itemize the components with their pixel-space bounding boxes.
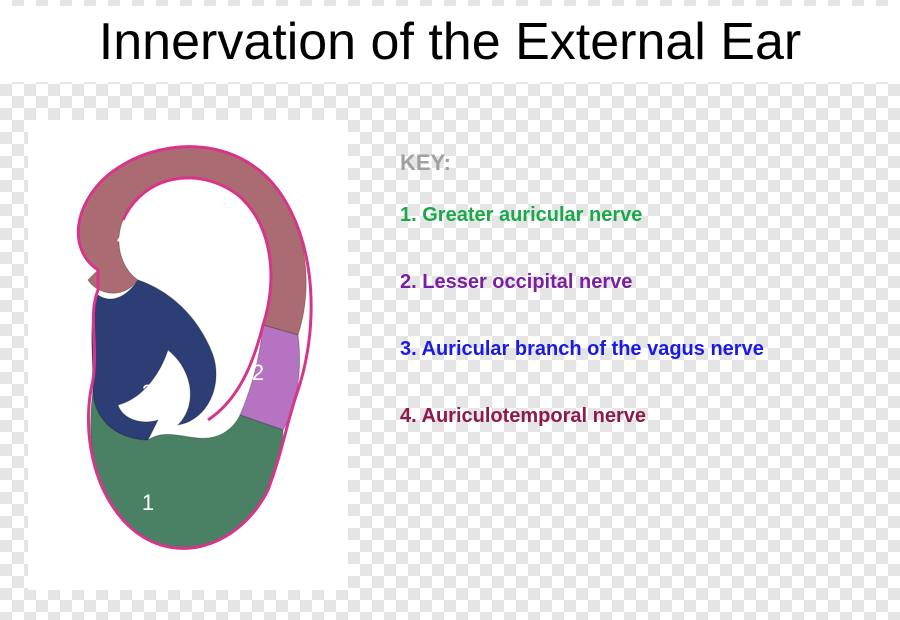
- key-heading: KEY:: [400, 150, 880, 176]
- legend-num: 3.: [400, 338, 422, 360]
- legend-panel: KEY: 1. Greater auricular nerve 2. Lesser…: [400, 150, 880, 472]
- legend-text: Auriculotemporal nerve: [422, 405, 647, 427]
- slide-content: Innervation of the External Ear 4 2 3 1 KEY…: [0, 0, 900, 620]
- ear-svg: 4 2 3 1: [28, 120, 348, 590]
- page-title: Innervation of the External Ear: [0, 6, 900, 82]
- ear-diagram: 4 2 3 1: [28, 120, 348, 590]
- legend-item-2: 2. Lesser occipital nerve: [400, 271, 880, 294]
- legend-text: Lesser occipital nerve: [422, 271, 632, 293]
- region-label-3: 3: [142, 380, 154, 405]
- region-label-4: 4: [117, 225, 129, 250]
- legend-item-3: 3. Auricular branch of the vagus nerve: [400, 338, 880, 361]
- legend-list: 1. Greater auricular nerve 2. Lesser occi…: [400, 204, 880, 428]
- legend-item-1: 1. Greater auricular nerve: [400, 204, 880, 227]
- region-label-2: 2: [252, 360, 264, 385]
- legend-text: Greater auricular nerve: [422, 204, 642, 226]
- legend-num: 1.: [400, 204, 422, 226]
- legend-num: 2.: [400, 271, 422, 293]
- legend-num: 4.: [400, 405, 422, 427]
- region-label-1: 1: [142, 490, 154, 515]
- legend-item-4: 4. Auriculotemporal nerve: [400, 405, 880, 428]
- legend-text: Auricular branch of the vagus nerve: [422, 338, 764, 360]
